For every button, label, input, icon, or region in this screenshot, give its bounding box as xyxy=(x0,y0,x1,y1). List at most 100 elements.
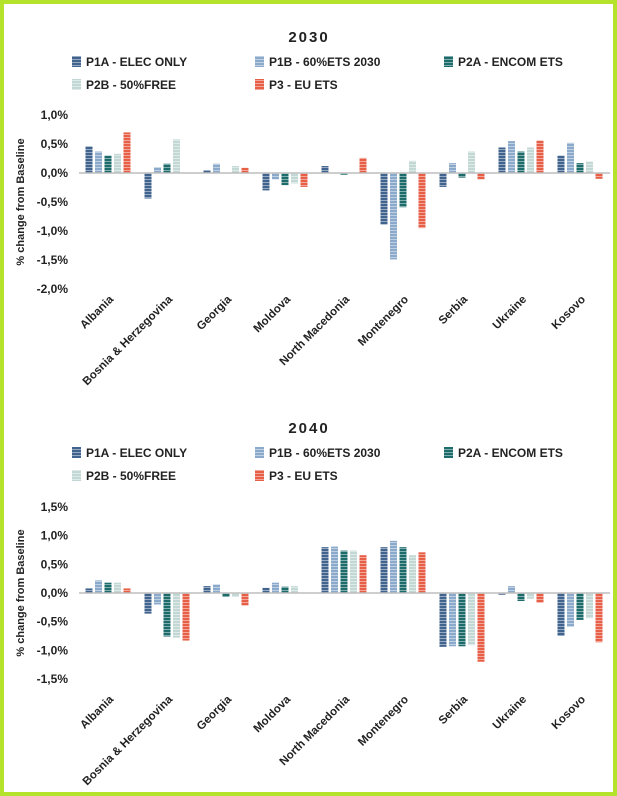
legend-swatch xyxy=(72,447,81,458)
bar-montenegro-2 xyxy=(399,173,407,208)
bar-north-macedonia-2 xyxy=(340,173,348,175)
bar-montenegro-4 xyxy=(418,552,426,593)
x-tick-label: Montenegro xyxy=(356,694,411,749)
x-tick-label: Albania xyxy=(78,693,116,731)
legend-label: P1B - 60%ETS 2030 xyxy=(269,446,381,460)
bar-albania-0 xyxy=(85,146,93,173)
y-tick-label: -1,5% xyxy=(37,672,69,686)
y-tick-label: 0,0% xyxy=(41,586,69,600)
bar-georgia-0 xyxy=(203,586,211,593)
legend-item: P1A - ELEC ONLY xyxy=(72,446,187,460)
bar-albania-2 xyxy=(104,582,112,593)
bar-north-macedonia-0 xyxy=(321,547,329,593)
legend-swatch xyxy=(255,447,264,458)
bar-kosovo-4 xyxy=(595,593,603,643)
bar-serbia-3 xyxy=(468,593,475,646)
legend-label: P2A - ENCOM ETS xyxy=(458,55,563,69)
bar-georgia-3 xyxy=(232,166,239,173)
bar-montenegro-0 xyxy=(380,547,388,593)
legend-label: P1A - ELEC ONLY xyxy=(86,446,187,460)
y-tick-label: 0,5% xyxy=(41,557,69,571)
bar-ukraine-1 xyxy=(508,586,515,593)
legend-swatch xyxy=(444,56,453,67)
legend-item: P3 - EU ETS xyxy=(255,78,338,92)
bar-serbia-0 xyxy=(439,173,447,187)
bar-moldova-0 xyxy=(262,587,270,593)
bar-serbia-4 xyxy=(477,593,485,662)
bar-north-macedonia-4 xyxy=(359,157,367,173)
bar-georgia-3 xyxy=(232,593,239,598)
bar-serbia-0 xyxy=(439,593,447,647)
bar-montenegro-3 xyxy=(409,555,416,593)
legend-item: P2B - 50%FREE xyxy=(72,469,176,483)
bar-kosovo-0 xyxy=(557,155,565,173)
x-tick-label: Albania xyxy=(78,293,116,331)
y-axis-label: % change from Baseline xyxy=(15,529,27,656)
bar-serbia-1 xyxy=(449,163,456,173)
bar-georgia-4 xyxy=(241,167,249,173)
x-tick-label: Ukraine xyxy=(491,694,529,732)
bar-moldova-4 xyxy=(300,173,308,187)
legend-swatch xyxy=(72,470,81,481)
legend-label: P2A - ENCOM ETS xyxy=(458,446,563,460)
bar-serbia-1 xyxy=(449,593,456,647)
x-tick-label: Montenegro xyxy=(356,294,411,349)
bar-north-macedonia-0 xyxy=(321,166,329,173)
bar-bosnia-herzegovina-1 xyxy=(154,167,161,173)
bar-moldova-1 xyxy=(272,582,279,593)
bar-montenegro-1 xyxy=(390,173,397,260)
bar-albania-0 xyxy=(85,588,93,593)
legend-item: P1B - 60%ETS 2030 xyxy=(255,55,381,69)
chart-2030: 2030 P1A - ELEC ONLY P1B - 60%ETS 2030 P2A … xyxy=(15,29,610,388)
bar-montenegro-2 xyxy=(399,547,407,593)
chart-title: 2030 xyxy=(288,29,329,46)
bar-georgia-1 xyxy=(213,163,220,173)
y-tick-label: -1,0% xyxy=(37,224,69,238)
legend-label: P3 - EU ETS xyxy=(269,78,338,92)
bar-georgia-1 xyxy=(213,584,220,593)
y-axis-label: % change from Baseline xyxy=(15,138,27,265)
y-tick-label: 0,5% xyxy=(41,137,69,151)
x-tick-label: Kosovo xyxy=(550,294,588,332)
y-tick-label: -2,0% xyxy=(37,282,69,296)
x-tick-label: Georgia xyxy=(195,693,235,733)
bar-kosovo-2 xyxy=(576,593,584,620)
bar-kosovo-1 xyxy=(567,142,574,173)
legend-label: P2B - 50%FREE xyxy=(86,469,176,483)
legend-label: P3 - EU ETS xyxy=(269,469,338,483)
legend-swatch xyxy=(255,79,264,90)
bar-ukraine-1 xyxy=(508,141,515,173)
legend-swatch xyxy=(72,79,81,90)
legend-item: P1A - ELEC ONLY xyxy=(72,55,187,69)
bar-serbia-3 xyxy=(468,151,475,173)
bar-bosnia-herzegovina-4 xyxy=(182,593,190,641)
legend-item: P1B - 60%ETS 2030 xyxy=(255,446,381,460)
bar-albania-4 xyxy=(123,132,131,173)
bar-albania-4 xyxy=(123,588,131,593)
bar-bosnia-herzegovina-3 xyxy=(173,139,180,173)
bar-north-macedonia-2 xyxy=(340,550,348,593)
x-tick-label: Kosovo xyxy=(550,694,588,732)
bar-serbia-4 xyxy=(477,173,485,180)
bar-kosovo-1 xyxy=(567,593,574,627)
bar-ukraine-4 xyxy=(536,140,544,173)
bar-albania-2 xyxy=(104,155,112,173)
x-tick-label: Georgia xyxy=(195,293,235,333)
bar-albania-3 xyxy=(114,153,121,173)
legend-swatch xyxy=(444,447,453,458)
bar-albania-3 xyxy=(114,582,121,593)
bar-albania-1 xyxy=(95,151,102,173)
bar-bosnia-herzegovina-2 xyxy=(163,163,171,173)
y-tick-label: 0,0% xyxy=(41,166,69,180)
y-tick-label: -0,5% xyxy=(37,195,69,209)
bar-kosovo-0 xyxy=(557,593,565,636)
bar-ukraine-2 xyxy=(517,593,525,602)
bar-bosnia-herzegovina-2 xyxy=(163,593,171,637)
bar-moldova-0 xyxy=(262,173,270,191)
bar-serbia-2 xyxy=(458,593,466,647)
bar-bosnia-herzegovina-0 xyxy=(144,173,152,199)
legend-swatch xyxy=(255,56,264,67)
bar-moldova-3 xyxy=(291,173,298,184)
